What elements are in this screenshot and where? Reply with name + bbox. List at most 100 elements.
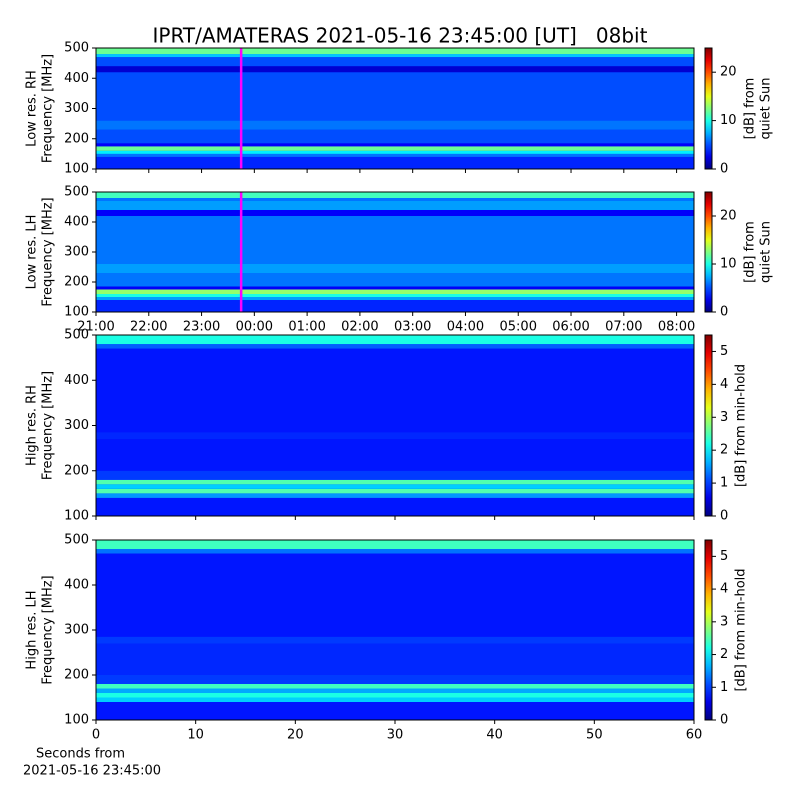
- x-tick-label: 50: [586, 728, 603, 743]
- colorbar-tick-label: 0: [720, 509, 728, 524]
- intensity-band: [96, 643, 694, 675]
- intensity-band: [96, 72, 694, 109]
- intensity-band: [96, 252, 694, 264]
- x-tick-label: 00:00: [236, 320, 273, 335]
- colorbar: [704, 334, 713, 517]
- x-tick-label: 40: [486, 728, 503, 743]
- intensity-band: [96, 143, 694, 147]
- intensity-band: [96, 108, 694, 121]
- intensity-band: [96, 66, 694, 73]
- intensity-band: [96, 286, 694, 290]
- intensity-band: [96, 294, 694, 297]
- colorbar-tick-label: 0: [720, 162, 728, 177]
- intensity-band: [96, 156, 694, 169]
- y-tick-label: 100: [64, 162, 89, 177]
- colorbar-label: [dB] from: [743, 221, 758, 283]
- colorbar-label: [dB] from min-hold: [734, 568, 749, 691]
- intensity-band: [96, 484, 694, 489]
- intensity-band: [96, 216, 694, 252]
- colorbar: [704, 47, 713, 170]
- x-label: 2021-05-16 23:45:00: [23, 764, 161, 779]
- intensity-band: [96, 470, 694, 480]
- colorbar-tick-label: 0: [720, 305, 728, 320]
- y-label: Frequency [MHz]: [41, 197, 56, 306]
- colorbar-tick-label: 5: [720, 344, 728, 359]
- x-tick-label: 04:00: [447, 320, 484, 335]
- y-tick-label: 300: [64, 623, 89, 638]
- colorbar-tick-label: 0: [720, 713, 728, 728]
- y-label: High res. RH: [25, 385, 40, 466]
- intensity-band: [96, 120, 694, 130]
- colorbar-tick-label: 1: [720, 680, 728, 695]
- intensity-band: [96, 693, 694, 698]
- x-tick-label: 10: [187, 728, 204, 743]
- y-tick-label: 300: [64, 245, 89, 260]
- y-label: Low res. LH: [25, 215, 40, 290]
- y-tick-label: 100: [64, 305, 89, 320]
- intensity-band: [96, 684, 694, 689]
- intensity-band: [96, 146, 694, 151]
- x-tick-label: 23:00: [183, 320, 220, 335]
- intensity-band: [96, 702, 694, 720]
- y-tick-label: 300: [64, 101, 89, 116]
- intensity-band: [96, 479, 694, 485]
- colorbar-tick-label: 3: [720, 410, 728, 425]
- x-tick-label: 60: [686, 728, 703, 743]
- colorbar-tick-label: 10: [720, 113, 737, 128]
- colorbar-tick-label: 3: [720, 614, 728, 629]
- y-label: Frequency [MHz]: [41, 575, 56, 684]
- intensity-band: [96, 48, 694, 55]
- intensity-band: [96, 210, 694, 216]
- colorbar-tick-label: 2: [720, 647, 728, 662]
- y-tick-label: 500: [64, 328, 89, 343]
- intensity-band: [96, 150, 694, 154]
- y-tick-label: 500: [64, 533, 89, 548]
- intensity-band: [96, 192, 694, 198]
- x-tick-label: 08:00: [658, 320, 695, 335]
- colorbar-tick-label: 10: [720, 257, 737, 272]
- y-label: Frequency [MHz]: [41, 371, 56, 480]
- y-tick-label: 400: [64, 578, 89, 593]
- intensity-band: [96, 297, 694, 300]
- colorbar-label: quiet Sun: [759, 221, 774, 283]
- x-tick-label: 20: [287, 728, 304, 743]
- x-tick-label: 22:00: [130, 320, 167, 335]
- colorbar-label: quiet Sun: [759, 77, 774, 139]
- intensity-band: [96, 540, 694, 549]
- intensity-band: [96, 636, 694, 644]
- colorbar-label: [dB] from min-hold: [734, 364, 749, 487]
- y-tick-label: 500: [64, 185, 89, 200]
- intensity-band: [96, 54, 694, 58]
- intensity-band: [96, 688, 694, 693]
- intensity-band: [96, 273, 694, 287]
- intensity-band: [96, 497, 694, 516]
- x-tick-label: 06:00: [552, 320, 589, 335]
- intensity-band: [96, 432, 694, 440]
- y-tick-label: 400: [64, 215, 89, 230]
- intensity-band: [96, 198, 694, 201]
- intensity-band: [96, 344, 694, 349]
- x-tick-label: 05:00: [500, 320, 537, 335]
- intensity-band: [96, 488, 694, 494]
- y-label: High res. LH: [25, 590, 40, 669]
- colorbar-label: [dB] from: [743, 78, 758, 140]
- intensity-band: [96, 439, 694, 471]
- intensity-band: [96, 201, 694, 210]
- y-tick-label: 500: [64, 41, 89, 56]
- y-tick-label: 200: [64, 275, 89, 290]
- intensity-band: [96, 553, 694, 637]
- y-tick-label: 200: [64, 463, 89, 478]
- x-tick-label: 07:00: [605, 320, 642, 335]
- x-tick-label: 0: [92, 728, 100, 743]
- y-label: Frequency [MHz]: [41, 54, 56, 163]
- y-tick-label: 100: [64, 509, 89, 524]
- y-tick-label: 100: [64, 713, 89, 728]
- intensity-band: [96, 493, 694, 498]
- colorbar-tick-label: 5: [720, 549, 728, 564]
- x-tick-label: 03:00: [394, 320, 431, 335]
- intensity-band: [96, 153, 694, 157]
- x-tick-label: 02:00: [341, 320, 378, 335]
- intensity-band: [96, 335, 694, 345]
- intensity-band: [96, 675, 694, 684]
